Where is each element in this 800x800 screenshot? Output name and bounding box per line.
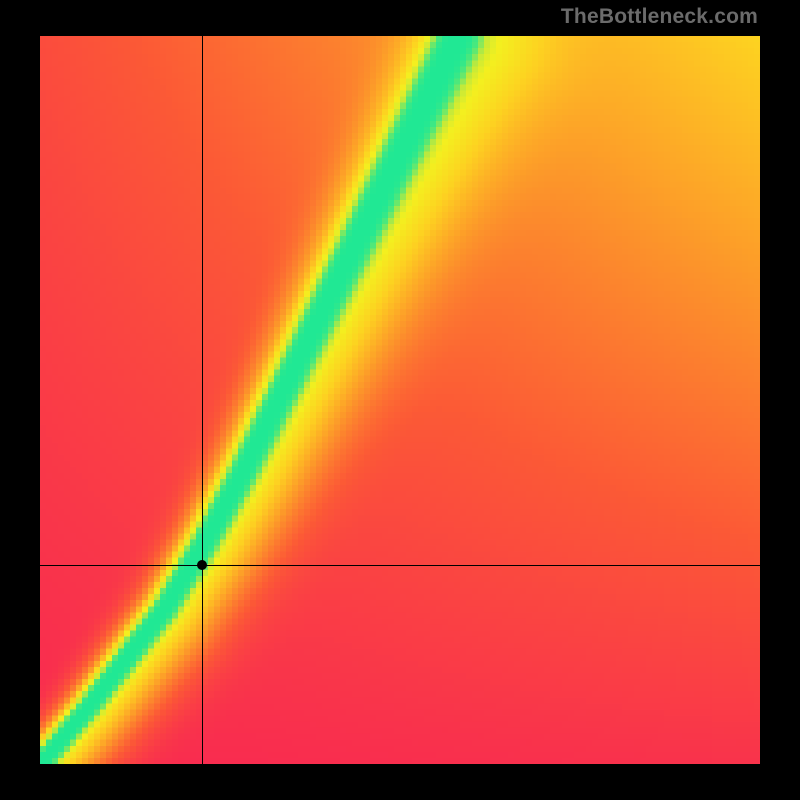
plot-area	[40, 36, 760, 764]
watermark-text: TheBottleneck.com	[561, 5, 758, 29]
crosshair-vertical	[202, 36, 203, 764]
data-point-marker	[197, 560, 207, 570]
heatmap-canvas	[40, 36, 760, 764]
crosshair-horizontal	[40, 565, 760, 566]
